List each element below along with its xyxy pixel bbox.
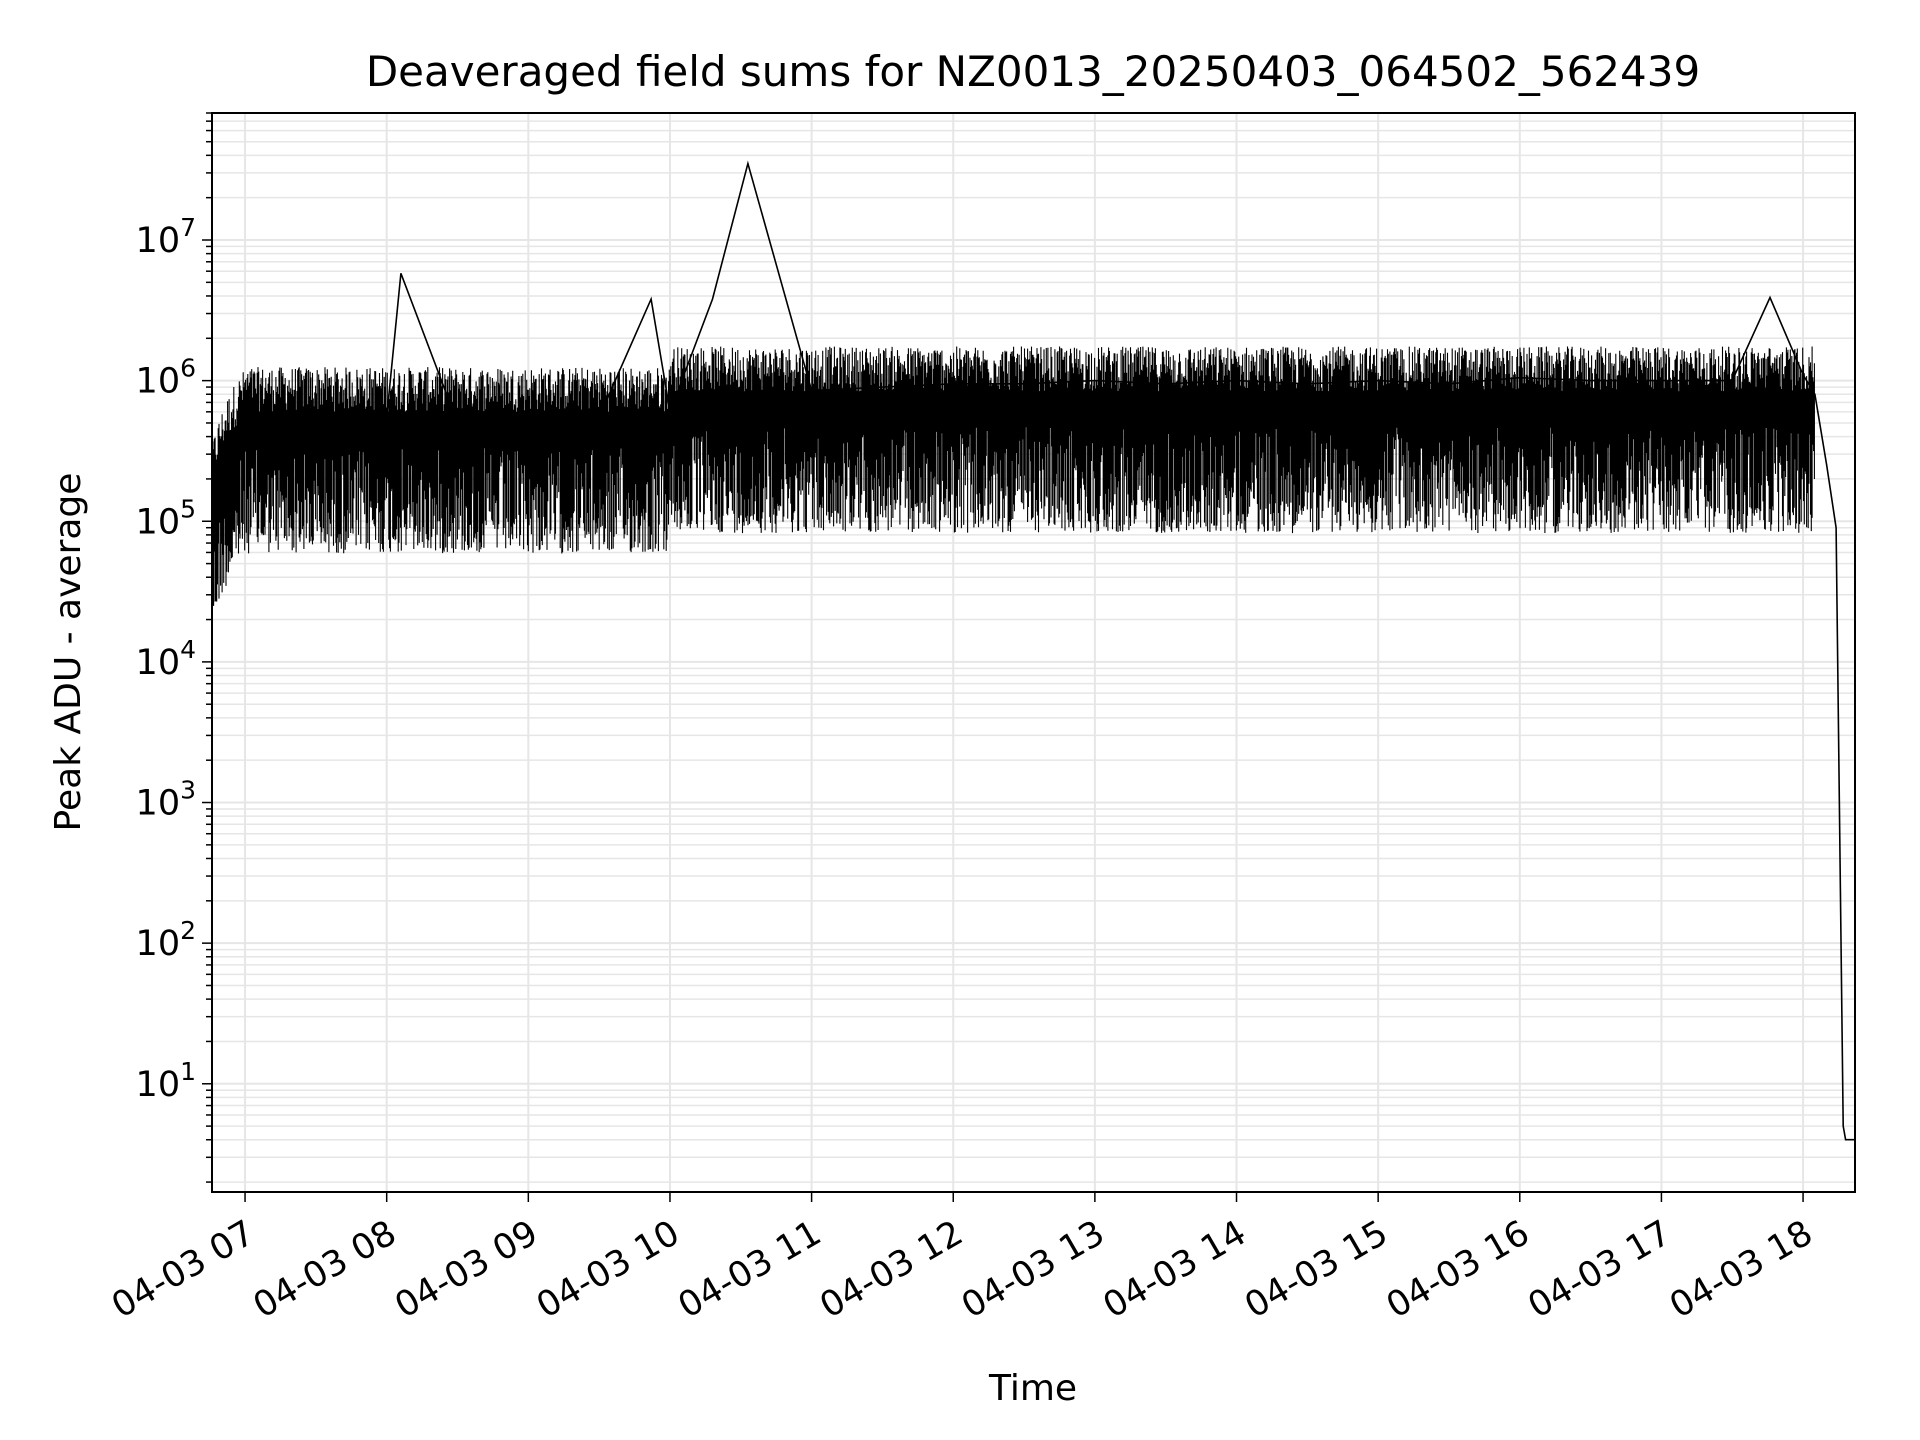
x-tick-label: 04-03 15: [1238, 1213, 1394, 1326]
grid: [212, 112, 1855, 1192]
y-tick-label: 103: [136, 776, 196, 824]
x-tick-label: 04-03 16: [1380, 1213, 1536, 1326]
x-tick-label: 04-03 13: [955, 1213, 1111, 1326]
y-axis: 101 102 103 104 105 106 107: [136, 112, 212, 1183]
series: [211, 160, 1855, 1141]
y-tick-label: 101: [136, 1057, 196, 1105]
x-tick-label: 04-03 14: [1097, 1213, 1253, 1326]
x-tick-label: 04-03 07: [105, 1213, 261, 1326]
series-noise-path: [211, 346, 1815, 611]
y-axis-label: Peak ADU - average: [48, 473, 89, 832]
x-tick-label: 04-03 10: [530, 1213, 686, 1326]
x-tick-label: 04-03 08: [247, 1213, 403, 1326]
chart-title: Deaveraged field sums for NZ0013_2025040…: [366, 47, 1700, 96]
x-tick-label: 04-03 12: [813, 1213, 969, 1326]
y-tick-label: 106: [136, 354, 196, 402]
x-tick-label: 04-03 17: [1522, 1213, 1678, 1326]
x-tick-label: 04-03 11: [672, 1213, 828, 1326]
y-tick-label: 102: [136, 916, 196, 964]
series-line: [211, 160, 1855, 1141]
y-tick-label: 104: [136, 635, 196, 683]
plot-frame: [211, 112, 1856, 1193]
y-tick-label: 105: [136, 494, 196, 542]
x-axis-label: Time: [988, 1368, 1077, 1409]
x-tick-label: 04-03 09: [389, 1213, 545, 1326]
y-tick-label: 107: [136, 213, 196, 261]
series-noise: [211, 346, 1815, 611]
x-tick-label: 04-03 18: [1663, 1213, 1819, 1326]
